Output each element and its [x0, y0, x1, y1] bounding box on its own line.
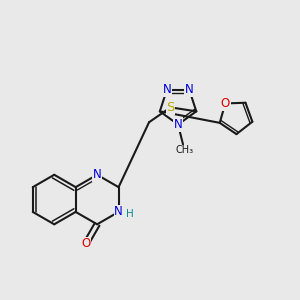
Text: O: O [81, 237, 91, 250]
Text: N: N [93, 168, 101, 181]
Text: N: N [185, 83, 194, 96]
Text: S: S [166, 101, 175, 114]
Text: O: O [221, 97, 230, 110]
Text: N: N [162, 83, 171, 96]
Text: N: N [114, 206, 123, 218]
Text: CH₃: CH₃ [176, 145, 194, 155]
Text: H: H [126, 208, 134, 219]
Text: N: N [174, 118, 182, 131]
